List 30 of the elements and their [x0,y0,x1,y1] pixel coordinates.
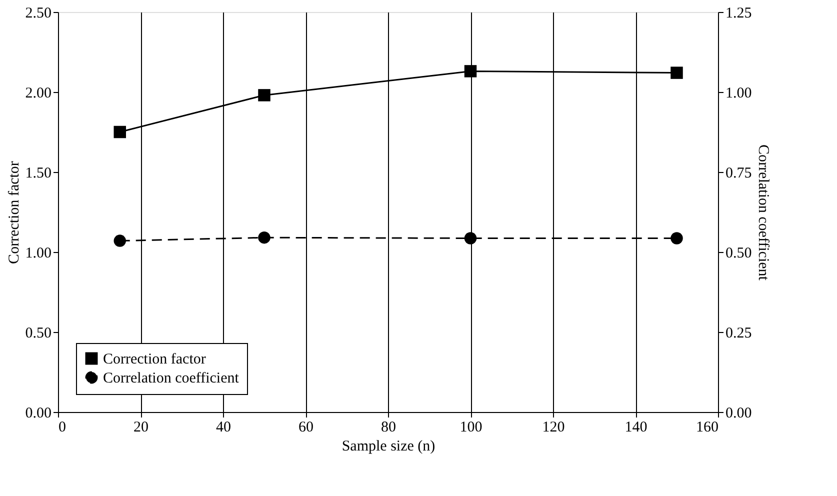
x-tick-label: 80 [381,420,396,436]
y-tick-label: 1.00 [25,246,52,262]
x-tick-label: 100 [460,420,482,436]
x-tick-label: 60 [298,420,314,436]
y-axis-title: Correction factor [6,161,22,264]
y2-tick-label: 1.00 [726,86,752,102]
y-tick-label: 0.00 [25,406,52,422]
y-tick-label: 1.50 [25,166,52,182]
x-tick-label: 40 [216,420,231,436]
y-tick-label: 2.50 [25,6,52,22]
x-tick-label: 20 [134,420,148,436]
y-tick-label: 2.00 [25,86,52,102]
point [258,89,270,102]
y-tick-label: 0.50 [25,326,52,342]
legend-label: Correlation coefficient [103,370,240,386]
point [464,65,477,78]
x-axis-title: Sample size (n) [342,438,436,454]
point [670,66,683,79]
x-tick-label: 0 [58,420,66,436]
y2-tick-label: 0.50 [726,246,752,262]
legend-label: Correction factor [103,352,206,368]
x-tick-label: 120 [542,420,565,436]
x-tick-label: 160 [696,420,718,436]
y2-tick-label: 0.00 [726,406,752,422]
y2-tick-label: 0.75 [726,166,752,182]
x-tick-label: 140 [624,420,648,436]
y2-tick-label: 0.25 [726,326,752,342]
point [114,126,126,138]
y2-axis-title: Correlation coefficient [754,144,771,282]
y2-tick-label: 1.25 [726,6,752,22]
